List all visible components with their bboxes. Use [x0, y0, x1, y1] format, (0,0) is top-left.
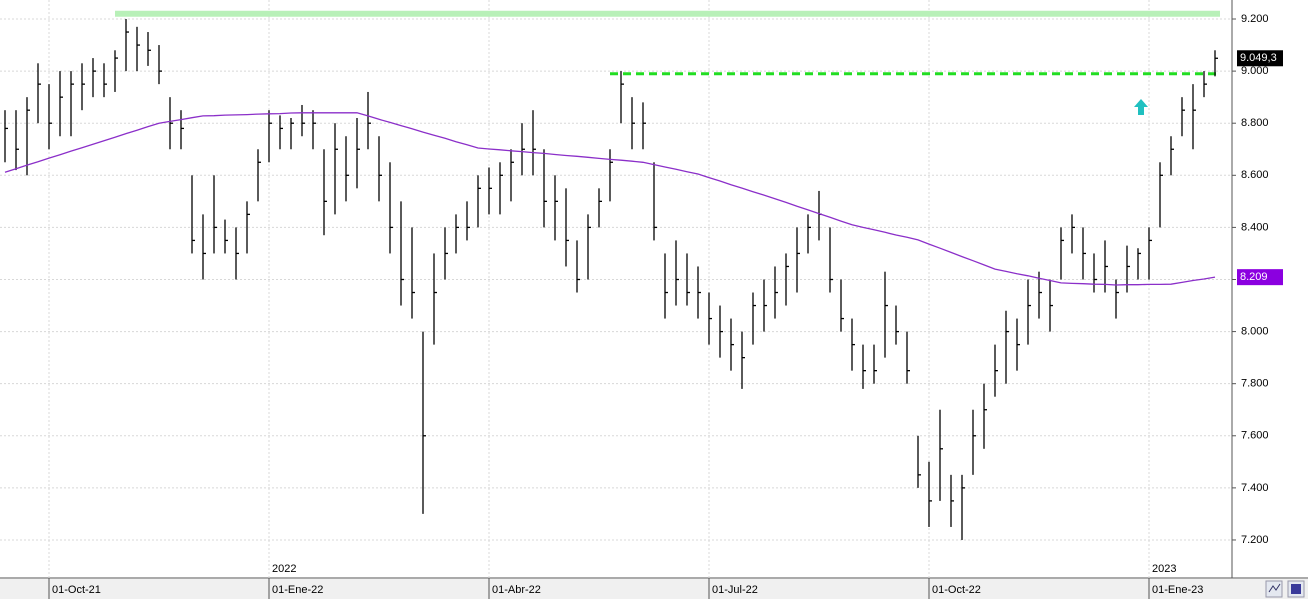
price-box [1237, 269, 1283, 286]
x-tick-label: 01-Jul-22 [712, 584, 758, 596]
price-box [1237, 50, 1283, 67]
price-label: 9.049,3 [1240, 52, 1277, 64]
y-tick-label: 9.000 [1241, 65, 1269, 77]
x-tick-label: 01-Abr-22 [492, 584, 541, 596]
y-tick-label: 7.600 [1241, 430, 1269, 442]
price-label: 8.209 [1240, 271, 1268, 283]
x-tick-label: 01-Ene-23 [1152, 584, 1203, 596]
up-arrow [1134, 99, 1148, 115]
moving-average [4, 112, 1216, 286]
x-tick-label: 01-Oct-22 [932, 584, 981, 596]
y-tick-label: 8.000 [1241, 325, 1269, 337]
x-tick-label: 01-Ene-22 [272, 584, 323, 596]
y-tick-label: 8.800 [1241, 117, 1269, 129]
y-tick-label: 7.200 [1241, 534, 1269, 546]
zoom-button[interactable] [1265, 580, 1283, 598]
y-tick-label: 7.400 [1241, 482, 1269, 494]
y-tick-label: 7.800 [1241, 378, 1269, 390]
zoom-icon [1268, 583, 1281, 593]
x-tick-label: 01-Oct-21 [52, 584, 101, 596]
year-label: 2023 [1152, 563, 1176, 575]
y-tick-label: 8.400 [1241, 221, 1269, 233]
year-label: 2022 [272, 563, 296, 575]
x-axis-band [0, 579, 1308, 599]
save-icon [1291, 584, 1301, 594]
y-tick-label: 8.600 [1241, 169, 1269, 181]
y-tick-label: 9.200 [1241, 13, 1269, 25]
